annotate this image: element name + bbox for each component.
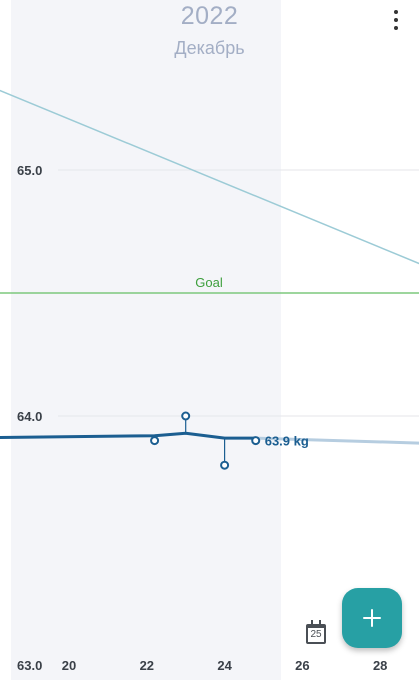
y-tick-label: 64.0 [17, 409, 42, 424]
x-tick-label: 22 [140, 658, 154, 673]
calendar-day-label: 25 [310, 629, 322, 640]
x-tick-label: 20 [62, 658, 76, 673]
measurement-point[interactable] [181, 411, 191, 421]
calendar-icon[interactable]: 25 [306, 620, 326, 644]
year-title: 2022 [180, 2, 239, 30]
x-tick-label: 26 [295, 658, 309, 673]
y-tick-label: 63.0 [17, 658, 42, 673]
period-shade [11, 0, 281, 680]
y-tick-label: 65.0 [17, 163, 42, 178]
current-weight-label: 63.9 kg [265, 434, 309, 449]
projection-line [254, 436, 419, 445]
measurement-point[interactable] [220, 460, 230, 470]
trend-line [0, 89, 419, 265]
goal-label: Goal [195, 275, 223, 290]
measurement-point[interactable] [251, 436, 261, 446]
x-tick-label: 24 [217, 658, 232, 673]
plus-icon [363, 609, 381, 627]
measurement-point[interactable] [150, 436, 160, 446]
more-options-icon[interactable] [391, 10, 401, 30]
add-entry-button[interactable] [342, 588, 402, 648]
month-title: Декабрь [174, 38, 245, 58]
x-tick-label: 28 [373, 658, 387, 673]
